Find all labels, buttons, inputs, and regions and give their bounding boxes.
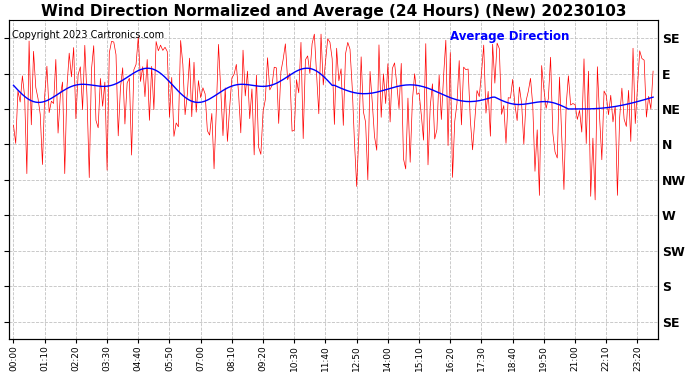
- Text: Copyright 2023 Cartronics.com: Copyright 2023 Cartronics.com: [12, 30, 164, 40]
- Title: Wind Direction Normalized and Average (24 Hours) (New) 20230103: Wind Direction Normalized and Average (2…: [41, 4, 626, 19]
- Text: Average Direction: Average Direction: [450, 30, 569, 43]
